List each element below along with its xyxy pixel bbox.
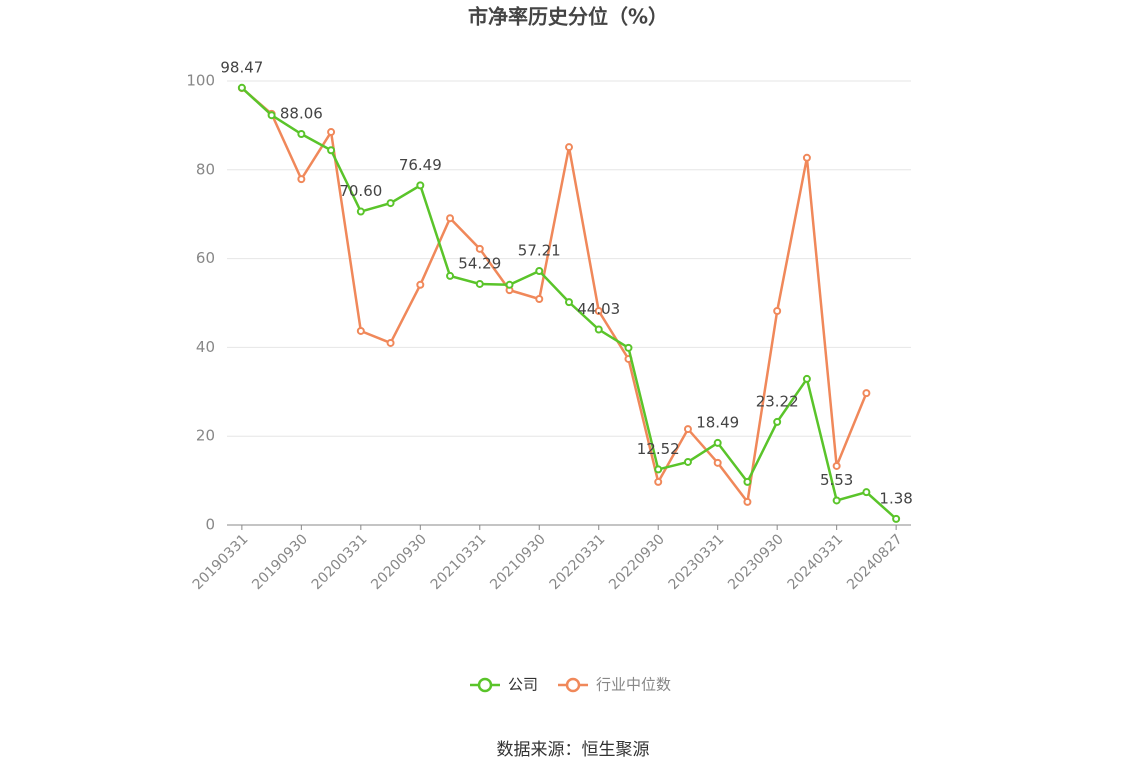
- y-tick-label: 80: [196, 160, 215, 178]
- x-tick-label: 20230331: [666, 531, 728, 593]
- point: [773, 306, 782, 315]
- data-label: 12.52: [637, 440, 680, 458]
- point: [446, 271, 455, 280]
- point: [624, 343, 633, 352]
- x-tick-label: 20220930: [606, 531, 668, 593]
- data-label: 88.06: [280, 105, 323, 123]
- point: [505, 280, 514, 289]
- x-tick-label: 20200930: [368, 531, 430, 593]
- data-label: 98.47: [220, 58, 263, 76]
- y-tick-label: 0: [205, 516, 215, 534]
- data-label: 23.22: [756, 392, 799, 410]
- point: [356, 207, 365, 216]
- point: [802, 374, 811, 383]
- series-line: [241, 87, 868, 506]
- data-label: 57.21: [518, 241, 561, 259]
- legend-item: 公司: [470, 676, 538, 694]
- x-tick-label: 20210930: [487, 531, 549, 593]
- point: [475, 279, 484, 288]
- point: [862, 389, 871, 398]
- point: [535, 266, 544, 275]
- x-tick-label: 20210331: [428, 531, 490, 593]
- x-tick-label: 20190331: [190, 531, 252, 593]
- chart-title: 市净率历史分位（%）: [468, 5, 668, 29]
- point: [654, 477, 663, 486]
- point: [832, 461, 841, 470]
- point: [862, 488, 871, 497]
- data-label: 1.38: [879, 489, 912, 507]
- point: [683, 457, 692, 466]
- point: [386, 338, 395, 347]
- point: [297, 175, 306, 184]
- point: [654, 465, 663, 474]
- x-tick-label: 20240827: [844, 531, 906, 593]
- point: [565, 143, 573, 152]
- point: [267, 111, 276, 120]
- data-label: 5.53: [820, 471, 853, 489]
- legend-label: 公司: [508, 676, 538, 694]
- y-tick-label: 100: [186, 72, 215, 90]
- y-tick-label: 60: [196, 249, 215, 267]
- x-tick-label: 20230930: [725, 531, 787, 593]
- point: [237, 83, 246, 92]
- point: [327, 146, 336, 155]
- point: [356, 326, 365, 335]
- point: [594, 306, 603, 315]
- point: [565, 298, 573, 307]
- point: [743, 497, 752, 506]
- point: [683, 425, 692, 434]
- point: [892, 514, 901, 523]
- point: [475, 244, 484, 253]
- legend-item: 行业中位数: [558, 676, 671, 694]
- x-tick-label: 20200331: [309, 531, 371, 593]
- x-tick-label: 20220331: [547, 531, 609, 593]
- data-label: 54.29: [458, 254, 501, 272]
- point: [802, 153, 811, 162]
- point: [416, 181, 425, 190]
- point: [773, 417, 782, 426]
- x-tick-label: 20190930: [249, 531, 311, 593]
- data-label: 44.03: [577, 300, 620, 318]
- data-label: 18.49: [696, 413, 739, 431]
- point: [535, 295, 544, 304]
- point: [832, 496, 841, 505]
- data-label: 76.49: [399, 156, 442, 174]
- point: [297, 130, 306, 139]
- point: [446, 214, 455, 223]
- point: [416, 280, 425, 289]
- point: [713, 458, 722, 467]
- point: [743, 477, 752, 486]
- point: [386, 199, 395, 208]
- point: [713, 438, 722, 447]
- y-tick-label: 40: [196, 338, 215, 356]
- legend-label: 行业中位数: [596, 676, 671, 694]
- data-label: 70.60: [339, 182, 382, 200]
- source: 数据来源：恒生聚源: [497, 740, 650, 760]
- point: [327, 128, 336, 137]
- legend-marker: [477, 677, 493, 693]
- point: [594, 325, 603, 334]
- legend-marker: [565, 677, 581, 693]
- y-tick-label: 20: [196, 427, 215, 445]
- x-tick-label: 20240331: [785, 531, 847, 593]
